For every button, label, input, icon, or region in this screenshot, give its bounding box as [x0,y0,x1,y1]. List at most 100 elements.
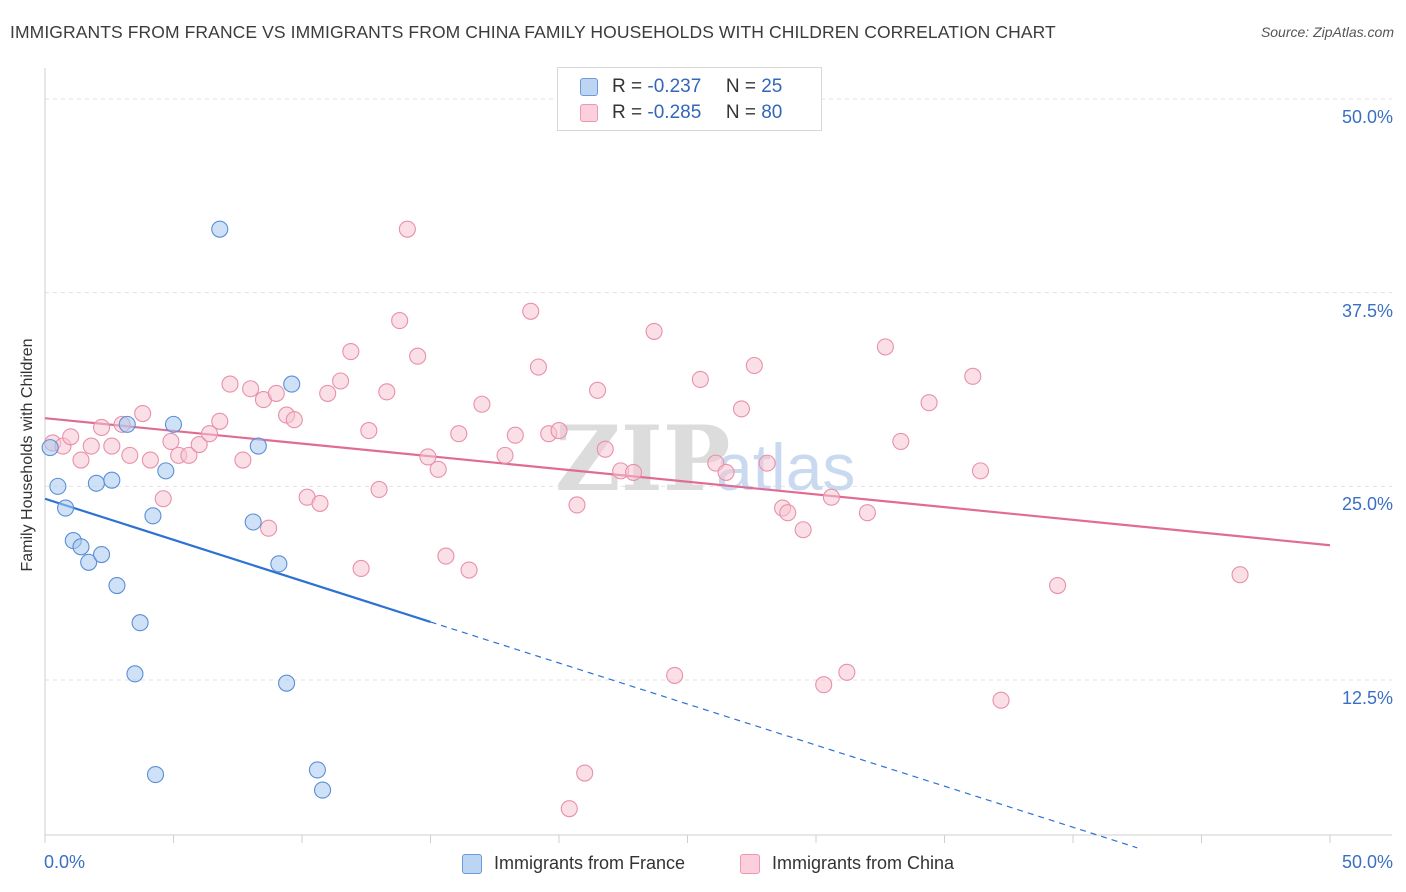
point-china-65 [794,521,812,539]
point-france-1 [49,477,67,495]
point-france-20 [270,555,288,573]
point-france-9 [108,576,126,595]
correlation-legend: R = -0.237 N = 25 R = -0.285 N = 80 [557,67,822,131]
point-china-35 [391,312,409,330]
chart-title: IMMIGRANTS FROM FRANCE VS IMMIGRANTS FRO… [10,22,1056,42]
point-china-76 [1231,566,1249,584]
point-france-7 [92,545,111,564]
point-china-42 [460,561,478,579]
legend-n-value-france: 25 [761,76,783,97]
point-china-60 [732,400,751,418]
point-china-28 [319,384,337,402]
point-france-24 [314,781,332,799]
point-france-14 [146,766,165,784]
point-france-4 [72,538,90,556]
point-china-39 [429,460,447,478]
point-china-30 [342,343,360,361]
point-china-20 [242,380,260,398]
point-france-10 [118,415,136,433]
point-france-2 [57,499,75,517]
y-tick-label: 37.5% [1341,300,1393,321]
point-france-16 [164,415,183,433]
point-china-4 [82,437,100,455]
point-china-71 [892,432,910,450]
point-china-14 [180,446,198,464]
point-china-49 [550,422,568,440]
legend-n-label-china: N = [725,102,756,123]
point-france-19 [249,437,267,455]
point-china-52 [596,440,614,458]
point-china-31 [352,559,370,578]
point-china-67 [822,488,840,506]
point-china-72 [920,394,938,412]
point-china-33 [370,480,388,499]
point-china-46 [522,302,540,320]
point-france-6 [87,474,105,492]
point-china-25 [285,411,303,429]
point-china-12 [162,432,180,450]
chart-source: Source: ZipAtlas.com [1260,24,1394,40]
point-china-3 [72,451,90,469]
x-tick-label-min: 0.0% [44,852,86,872]
point-china-32 [360,422,378,440]
point-china-74 [971,462,990,480]
point-china-41 [450,425,468,443]
data-points [41,220,1249,818]
x-tick-label-max: 50.0% [1341,852,1393,872]
point-china-6 [103,437,121,455]
point-france-8 [103,471,121,489]
point-china-75 [1049,576,1067,595]
legend-n-value-china: 80 [761,102,783,123]
point-china-64 [779,504,797,522]
legend-swatch-china [580,104,598,122]
point-france-23 [308,761,326,779]
point-china-44 [496,446,514,464]
point-china-43 [473,395,491,413]
point-china-19 [234,451,252,469]
point-china-62 [758,454,776,472]
bottom-legend-swatch-france [462,854,482,874]
point-france-22 [278,674,296,692]
watermark-zip: ZIP [555,406,730,512]
point-china-5 [92,418,111,437]
point-france-0 [41,439,59,457]
point-china-61 [745,356,763,375]
point-china-40 [437,547,455,565]
point-china-54 [624,463,643,481]
trend-line-france-extension [430,621,1138,849]
point-china-51 [588,381,607,399]
legend-r-value-china: -0.285 [647,102,702,123]
point-france-13 [144,507,162,525]
point-china-10 [141,451,159,469]
point-china-29 [331,372,350,390]
point-china-66 [815,676,833,694]
point-china-16 [200,425,219,443]
point-china-57 [691,370,709,388]
point-china-36 [398,220,416,238]
point-china-68 [838,663,856,681]
point-china-45 [506,426,524,444]
point-china-77 [992,691,1010,709]
point-china-8 [121,446,139,464]
point-france-5 [80,553,98,571]
point-china-79 [560,800,578,818]
point-france-18 [244,513,262,531]
point-china-50 [568,496,586,514]
legend-n-label-france: N = [725,76,756,97]
legend-r-label-france: R = [612,76,643,97]
point-france-21 [283,375,301,393]
point-china-70 [876,338,894,356]
trend-lines [44,417,1331,849]
gridlines [45,98,1392,681]
point-china-69 [858,504,876,522]
legend-swatch-france [580,78,598,96]
point-china-56 [666,666,684,684]
point-china-55 [645,322,663,340]
point-france-11 [131,614,149,632]
point-france-15 [157,462,175,480]
trend-line-france [44,497,431,623]
point-china-37 [409,347,427,365]
point-china-73 [964,367,982,385]
